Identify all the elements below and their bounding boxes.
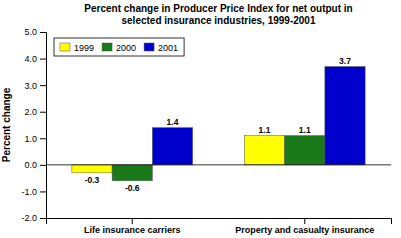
y-tick: 5.0	[24, 27, 46, 37]
zero-line	[46, 164, 391, 165]
legend-frame	[54, 38, 184, 56]
y-axis: -2.0 -1.0 0.0 1.0 2.0 3.0 4.0 5.0	[21, 27, 46, 223]
x-tick: Life insurance carriers	[84, 218, 181, 235]
data-label: 3.7	[339, 56, 351, 66]
bar	[112, 165, 152, 181]
x-axis-line	[47, 219, 392, 225]
x-tick-label: Property and casualty insurance	[235, 225, 374, 235]
y-tick-label: -1.0	[21, 187, 37, 197]
y-tick-mark	[40, 59, 46, 60]
y-tick: 1.0	[24, 134, 46, 144]
legend: 1999 2000 2001	[54, 38, 184, 56]
plot: -2.0 -1.0 0.0 1.0 2.0 3.0 4.0 5.0 Life insurance…	[1, 27, 392, 235]
title-line: selected insurance industries, 1999-2001	[122, 15, 316, 26]
title: Percent change in Producer Price Index f…	[84, 3, 352, 26]
data-label: -0.6	[125, 183, 140, 193]
y-tick: -1.0	[21, 187, 46, 197]
legend-swatch	[102, 43, 112, 51]
y-tick-label: 0.0	[24, 160, 37, 170]
y-tick-label: 4.0	[24, 54, 37, 64]
bars	[72, 67, 365, 181]
chart: Percent change in Producer Price Index f…	[0, 0, 401, 238]
x-tick: Property and casualty insurance	[235, 218, 374, 235]
y-axis-title: Percent change	[1, 87, 12, 162]
x-axis: Life insurance carriers Property and casu…	[47, 218, 392, 235]
y-tick-mark	[40, 85, 46, 86]
bar	[72, 165, 112, 173]
y-tick-label: -2.0	[21, 213, 37, 223]
y-tick-mark	[40, 218, 46, 219]
data-labels: -0.3 1.1 -0.6 1.1 1.4 3.7	[85, 56, 352, 193]
y-tick: 2.0	[24, 107, 46, 117]
y-tick-mark	[40, 191, 46, 192]
bar	[152, 128, 192, 165]
y-tick-mark	[40, 138, 46, 139]
legend-label: 1999	[74, 43, 94, 53]
y-tick-label: 3.0	[24, 81, 37, 91]
y-tick: 0.0	[24, 160, 46, 170]
legend-label: 2000	[116, 43, 136, 53]
data-label: 1.1	[259, 125, 271, 135]
data-label: 1.1	[299, 125, 311, 135]
bar	[244, 136, 284, 165]
bar	[285, 136, 325, 165]
y-axis-line	[40, 33, 47, 219]
y-tick-label: 2.0	[24, 107, 37, 117]
y-tick-mark	[40, 112, 46, 113]
bar	[325, 67, 365, 165]
data-label: 1.4	[167, 117, 179, 127]
y-tick-mark	[40, 32, 46, 33]
x-tick-mark	[304, 218, 305, 224]
title-line: Percent change in Producer Price Index f…	[84, 3, 352, 14]
legend-label: 2001	[158, 43, 178, 53]
y-tick: -2.0	[21, 213, 46, 223]
y-tick: 3.0	[24, 81, 46, 91]
y-tick-label: 1.0	[24, 134, 37, 144]
x-tick-mark	[132, 218, 133, 224]
y-tick-mark	[40, 165, 46, 166]
legend-swatch	[144, 43, 154, 51]
y-tick: 4.0	[24, 54, 46, 64]
legend-swatch	[60, 43, 70, 51]
x-tick-label: Life insurance carriers	[84, 225, 181, 235]
y-tick-label: 5.0	[24, 27, 37, 37]
data-label: -0.3	[85, 175, 100, 185]
